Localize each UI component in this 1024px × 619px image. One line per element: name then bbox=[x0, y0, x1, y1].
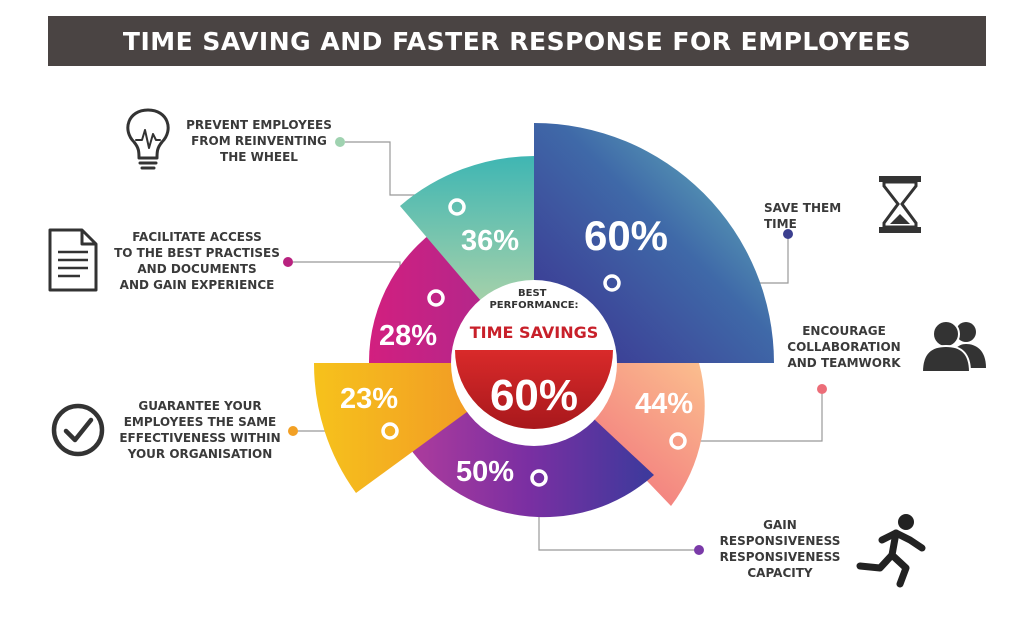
dot-best-practises bbox=[283, 257, 293, 267]
center-red-half bbox=[455, 350, 613, 429]
pct-save-time: 60% bbox=[584, 212, 668, 259]
svg-text:BEST PERFORMANCE:: BEST PERFORMANCE: bbox=[489, 288, 578, 311]
pct-reinventing: 36% bbox=[461, 225, 519, 257]
checkmark-circle-icon bbox=[51, 403, 105, 457]
title-banner: TIME SAVING AND FASTER RESPONSE FOR EMPL… bbox=[48, 16, 986, 66]
label-collaboration: ENCOURAGE COLLABORATION AND TEAMWORK bbox=[787, 324, 901, 370]
dot-save-time bbox=[783, 229, 793, 239]
people-icon bbox=[920, 320, 986, 373]
pct-effectiveness: 23% bbox=[340, 383, 398, 415]
leader-line-collaboration bbox=[678, 389, 823, 442]
marker-responsiveness bbox=[530, 469, 548, 487]
lightbulb-icon bbox=[126, 108, 170, 170]
running-person-icon bbox=[856, 514, 926, 588]
label-save-time: SAVE THEM TIME bbox=[764, 201, 842, 231]
marker-collaboration bbox=[669, 432, 687, 450]
pct-collaboration: 44% bbox=[635, 388, 693, 420]
leader-line-reinventing bbox=[345, 141, 440, 196]
center-label: TIME SAVINGS bbox=[470, 323, 599, 342]
page-title: TIME SAVING AND FASTER RESPONSE FOR EMPL… bbox=[122, 26, 912, 56]
label-responsiveness: GAIN RESPONSIVENESS RESPONSIVENESS CAPAC… bbox=[719, 518, 841, 580]
document-icon bbox=[48, 228, 98, 292]
center-top-line-1: BEST bbox=[518, 288, 547, 299]
dot-responsiveness bbox=[694, 545, 704, 555]
center-value: 60% bbox=[490, 371, 578, 420]
label-best-practises: FACILITATE ACCESS TO THE BEST PRACTISES … bbox=[114, 230, 280, 292]
dot-effectiveness bbox=[288, 426, 298, 436]
segment-save-time bbox=[534, 123, 774, 363]
marker-reinventing bbox=[448, 198, 466, 216]
center-top-line-2: PERFORMANCE: bbox=[489, 300, 578, 311]
label-effectiveness: GUARANTEE YOUR EMPLOYEES THE SAME EFFECT… bbox=[119, 399, 281, 461]
dot-collaboration bbox=[817, 384, 827, 394]
label-reinventing: PREVENT EMPLOYEES FROM REINVENTING THE W… bbox=[186, 118, 332, 164]
pct-responsiveness: 50% bbox=[456, 456, 514, 488]
marker-effectiveness bbox=[381, 422, 399, 440]
marker-best-practises bbox=[427, 289, 445, 307]
pct-best-practises: 28% bbox=[379, 320, 437, 352]
dot-reinventing bbox=[335, 137, 345, 147]
marker-save-time bbox=[603, 274, 621, 292]
hourglass-icon bbox=[879, 176, 921, 233]
